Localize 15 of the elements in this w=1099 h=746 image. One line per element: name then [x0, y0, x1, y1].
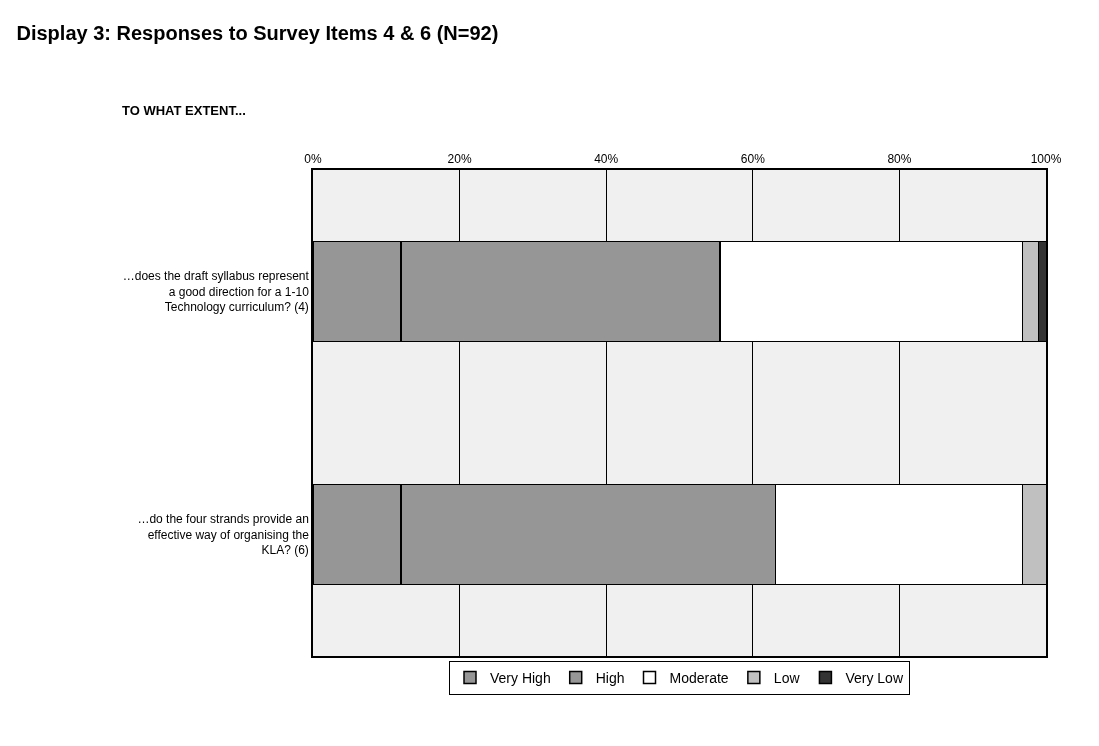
- x-tick-label: 80%: [887, 152, 912, 167]
- legend-label: High: [595, 669, 625, 686]
- x-tick-label: 20%: [447, 152, 472, 167]
- y-tick-label: …do the four strands provide an effective way of organising the KLA? (6): [137, 512, 310, 558]
- x-tick-label: 40%: [594, 152, 619, 167]
- legend-label: Moderate: [669, 669, 729, 686]
- legend-label: Very Low: [845, 669, 904, 686]
- y-tick-label: …does the draft syllabus represent a good direction for a 1-10 Technology curriculum? (4): [122, 269, 310, 315]
- x-tick-label: 60%: [740, 152, 766, 167]
- text: TO WHAT EXTENT...: [122, 103, 246, 118]
- legend-label: Very High: [490, 669, 551, 686]
- x-tick-label: 100%: [1030, 152, 1062, 167]
- legend-label: Low: [773, 669, 801, 686]
- chart-title: Display 3: Responses to Survey Items 4 & 6 (N=92): [16, 22, 499, 45]
- x-tick-label: 0%: [304, 152, 322, 167]
